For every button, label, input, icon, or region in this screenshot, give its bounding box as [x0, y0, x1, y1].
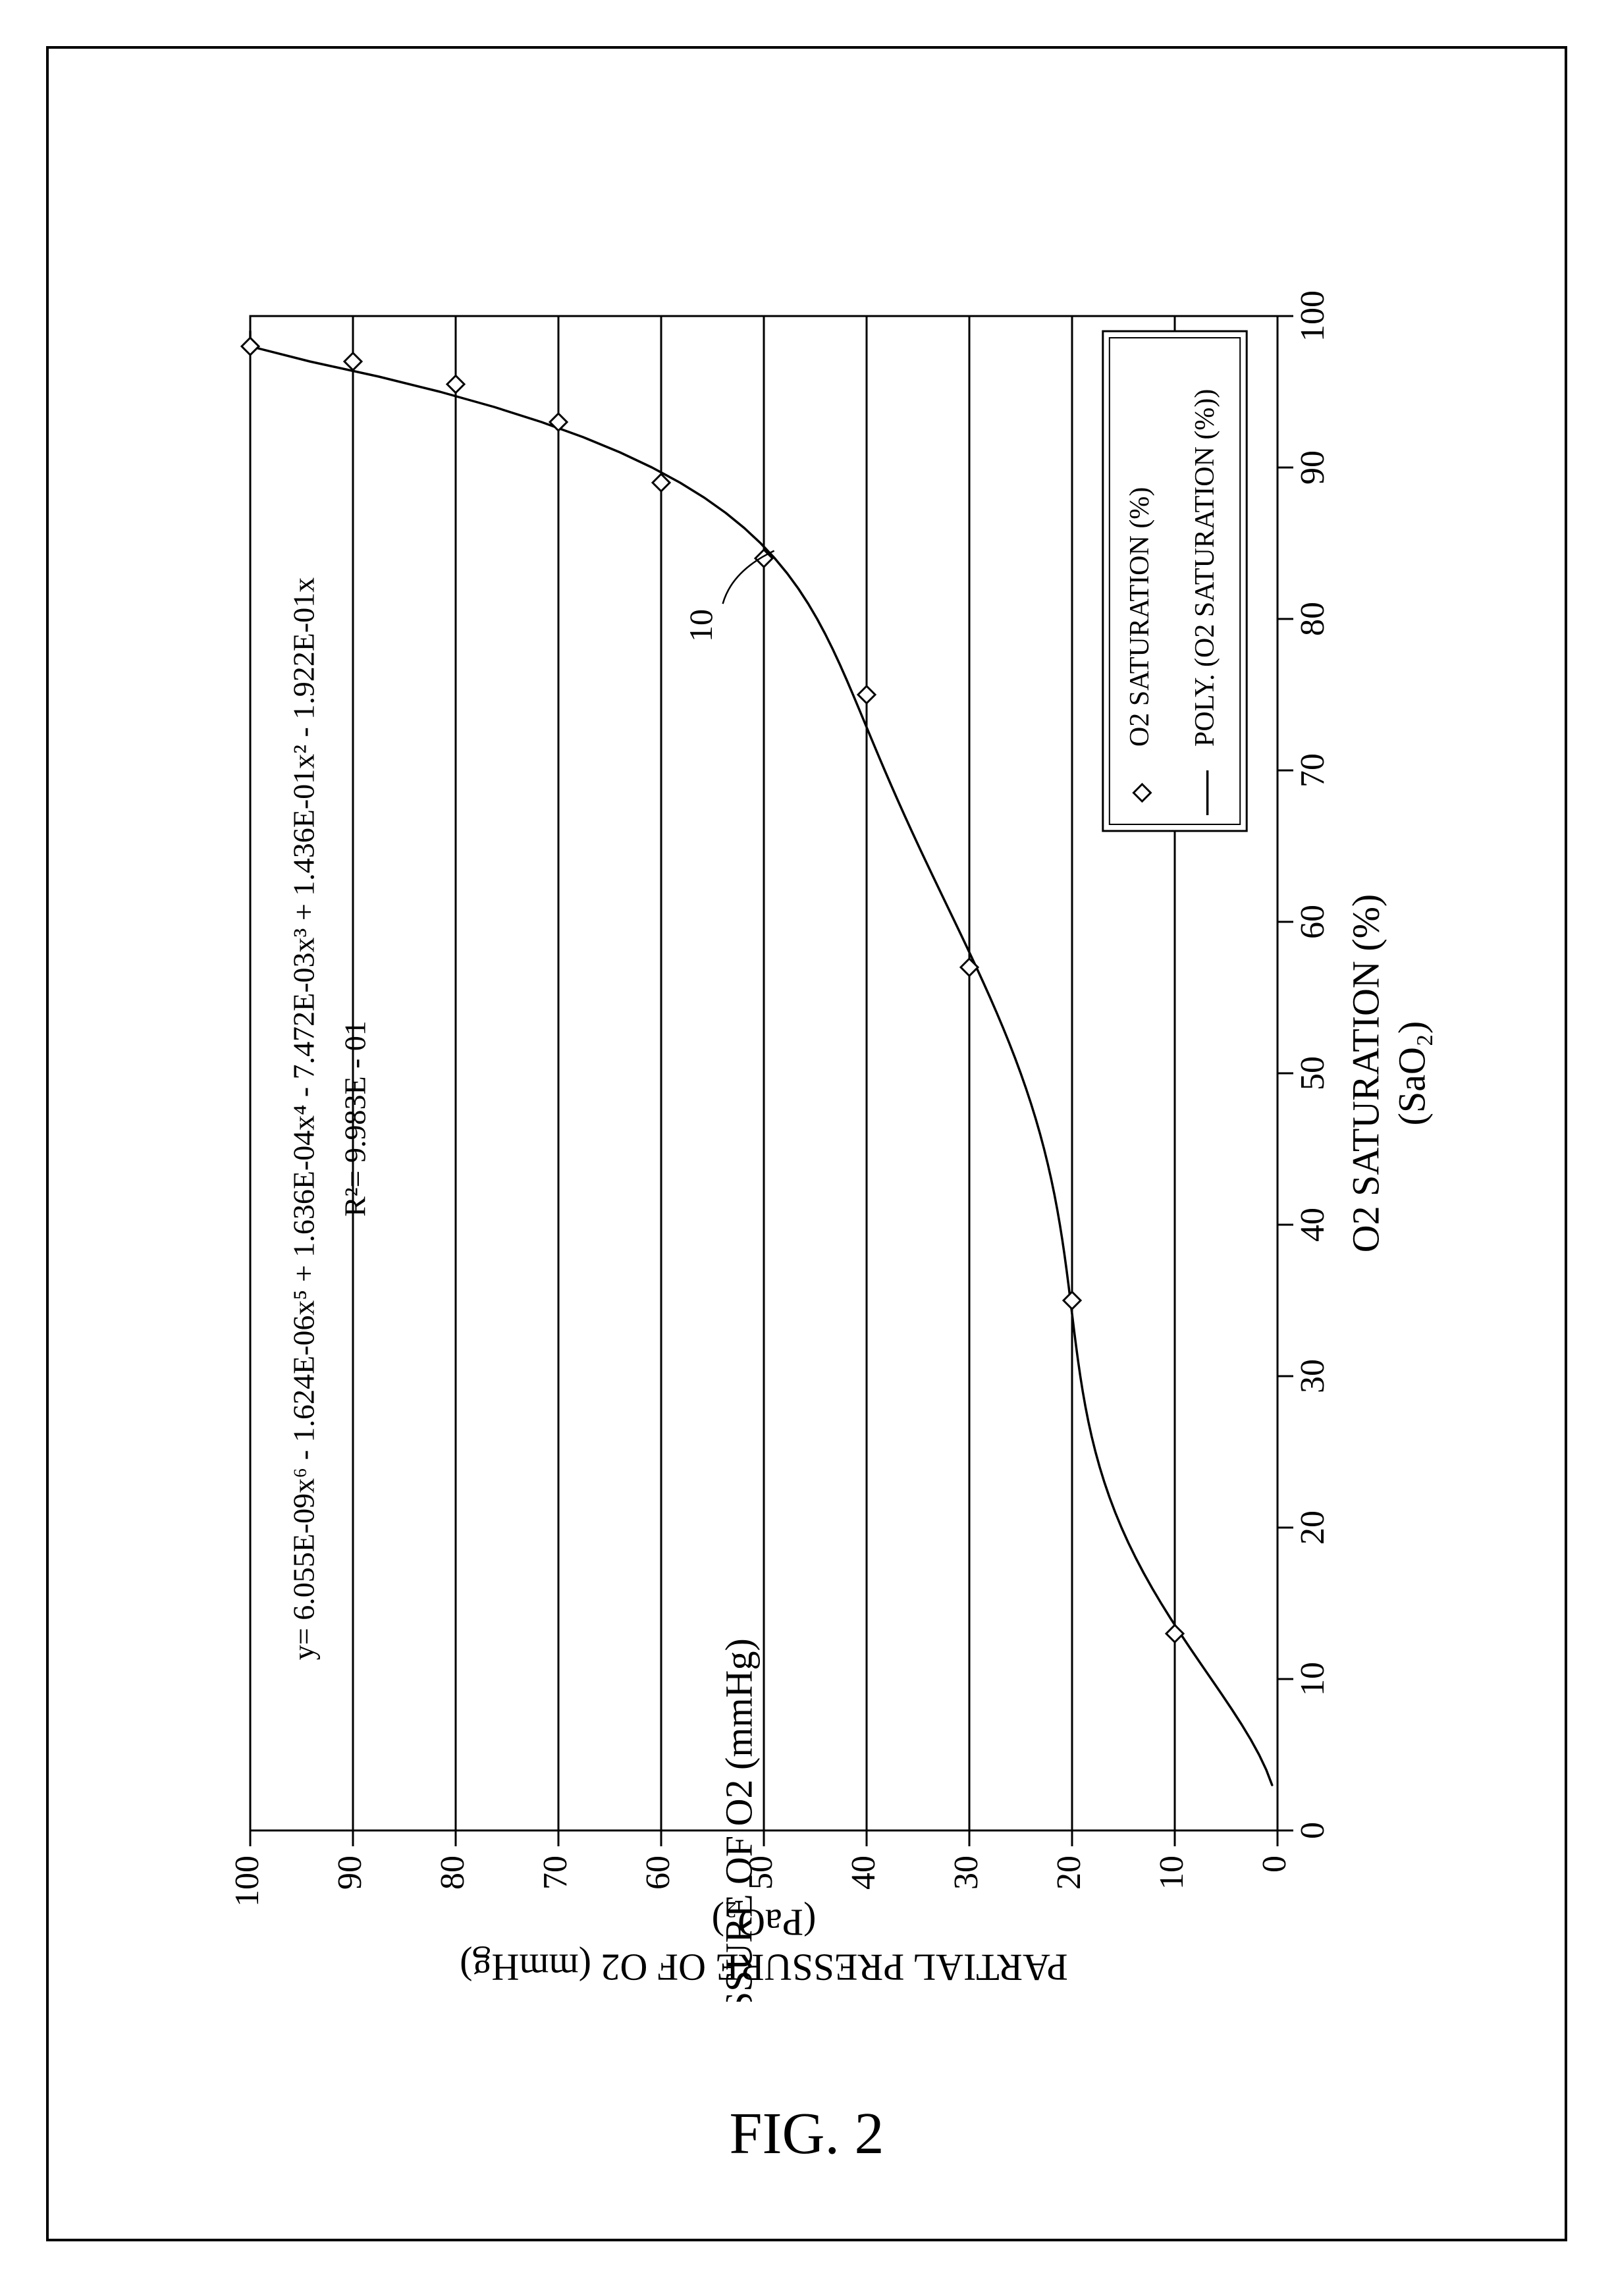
x-tick-label: 90: [1294, 450, 1332, 485]
chart-container: 0102030405060708090100010203040506070809…: [184, 184, 1501, 2002]
y-tick-label: 10: [1153, 1855, 1191, 1890]
y-tick-label: 90: [331, 1855, 369, 1890]
x-axis-label-sub: (SaO₂): [1390, 1021, 1433, 1126]
x-tick-label: 80: [1294, 602, 1332, 636]
x-tick-label: 10: [1294, 1662, 1332, 1696]
y-axis-label: PARTIAL PRESSURE OF O2 (mmHg): [717, 1638, 760, 2002]
y-axis-label-group: PARTIAL PRESSURE OF O2 (mmHg)(PaO₂): [460, 1902, 1068, 1989]
y-axis-label: PARTIAL PRESSURE OF O2 (mmHg): [460, 1946, 1068, 1989]
x-axis-label: O2 SATURATION (%): [1344, 894, 1387, 1253]
x-tick-label: 30: [1294, 1359, 1332, 1393]
x-tick-label: 100: [1294, 290, 1332, 342]
x-tick-label: 50: [1294, 1056, 1332, 1090]
y-tick-label: 60: [639, 1855, 677, 1890]
y-tick-label: 20: [1050, 1855, 1088, 1890]
x-tick-label: 0: [1294, 1822, 1332, 1839]
legend-item-label: POLY. (O2 SATURATION (%)): [1190, 389, 1220, 747]
y-tick-label: 100: [229, 1855, 266, 1907]
x-tick-label: 40: [1294, 1208, 1332, 1242]
equation-line-1: y= 6.055E-09x⁶ - 1.624E-06x⁵ + 1.636E-04…: [286, 577, 320, 1660]
figure-caption: FIG. 2: [729, 2100, 884, 2168]
equation-line-2: R²= 9.983E - 01: [338, 1021, 371, 1217]
x-tick-label: 20: [1294, 1510, 1332, 1545]
curve-label: 10: [682, 609, 719, 642]
y-tick-label: 30: [948, 1855, 985, 1890]
y-tick-label: 0: [1256, 1855, 1293, 1873]
chart-svg: 0102030405060708090100010203040506070809…: [184, 184, 1501, 2002]
x-tick-label: 70: [1294, 753, 1332, 788]
legend-item-label: O2 SATURATION (%): [1125, 487, 1155, 747]
y-tick-label: 80: [434, 1855, 471, 1890]
x-tick-label: 60: [1294, 905, 1332, 939]
y-tick-label: 40: [845, 1855, 882, 1890]
y-tick-label: 70: [537, 1855, 574, 1890]
